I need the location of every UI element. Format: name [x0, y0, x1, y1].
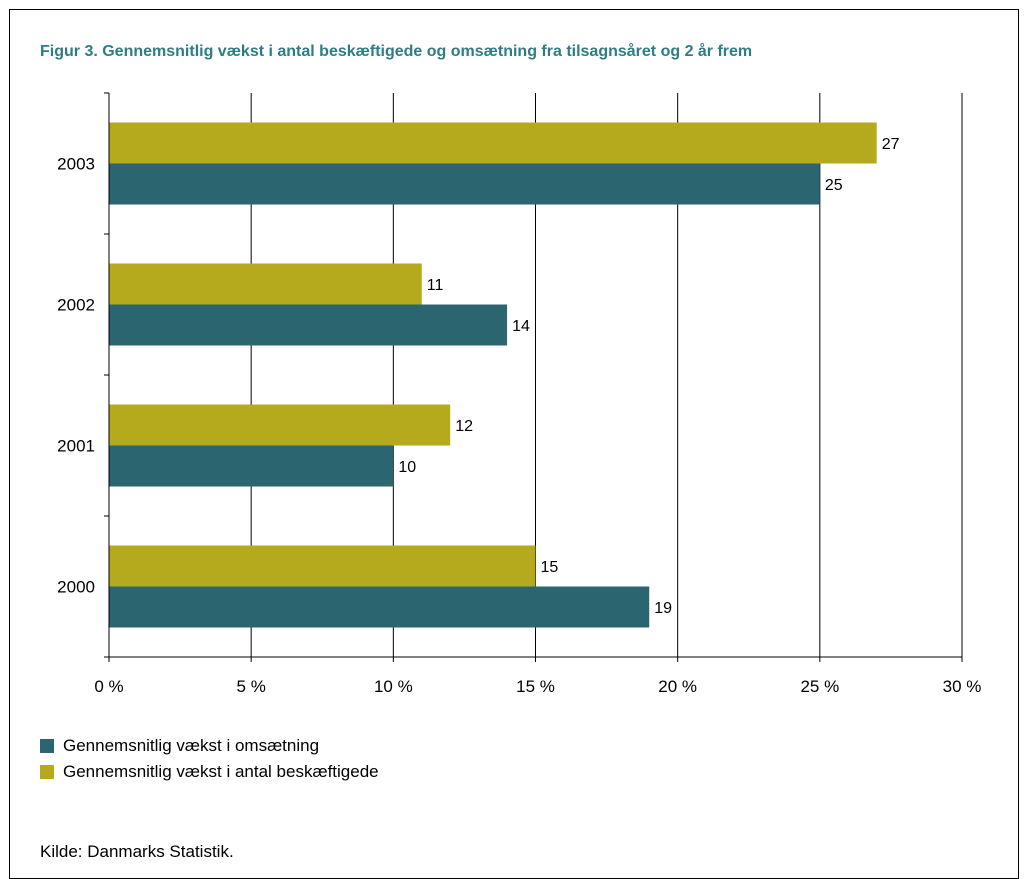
- data-label: 15: [541, 559, 559, 576]
- data-label: 14: [512, 318, 530, 335]
- bar-chart: 15 19 2000 12 10 2001 11 14 2002 27 25 2003 0 % 5 % 10…: [57, 92, 982, 696]
- y-tick-label: 2003: [57, 155, 95, 174]
- data-label: 25: [825, 177, 843, 194]
- x-tick-label: 0 %: [94, 677, 123, 696]
- x-tick-label: 20 %: [658, 677, 697, 696]
- x-tick-label: 30 %: [943, 677, 982, 696]
- x-tick-label: 5 %: [237, 677, 266, 696]
- legend-swatch-beskaeftigede: [40, 765, 54, 779]
- bar: [109, 163, 820, 205]
- x-tick-label: 10 %: [374, 677, 413, 696]
- x-tick-label: 25 %: [800, 677, 839, 696]
- legend-swatch-omsaetning: [40, 739, 54, 753]
- bar: [109, 122, 877, 164]
- data-label: 11: [427, 277, 444, 294]
- data-label: 19: [654, 600, 672, 617]
- data-label: 10: [398, 459, 416, 476]
- chart-title: Figur 3. Gennemsnitlig vækst i antal bes…: [40, 43, 753, 60]
- x-tick-label: 15 %: [516, 677, 555, 696]
- bar: [109, 404, 451, 446]
- y-tick-label: 2000: [57, 578, 95, 597]
- bar: [109, 545, 536, 587]
- data-label: 27: [882, 136, 900, 153]
- y-tick-label: 2001: [57, 437, 95, 456]
- legend-item-omsaetning: Gennemsnitlig vækst i omsætning: [40, 733, 379, 759]
- legend-label-omsaetning: Gennemsnitlig vækst i omsætning: [63, 736, 320, 755]
- bar: [109, 445, 394, 487]
- bar: [109, 304, 508, 346]
- y-tick-label: 2002: [57, 296, 95, 315]
- source-note: Kilde: Danmarks Statistik.: [40, 842, 234, 861]
- chart-legend: Gennemsnitlig vækst i omsætning Gennemsn…: [40, 733, 379, 785]
- legend-label-beskaeftigede: Gennemsnitlig vækst i antal beskæftigede: [63, 762, 379, 781]
- bar: [109, 263, 422, 305]
- data-label: 12: [455, 418, 473, 435]
- bar: [109, 586, 650, 628]
- legend-item-beskaeftigede: Gennemsnitlig vækst i antal beskæftigede: [40, 759, 379, 785]
